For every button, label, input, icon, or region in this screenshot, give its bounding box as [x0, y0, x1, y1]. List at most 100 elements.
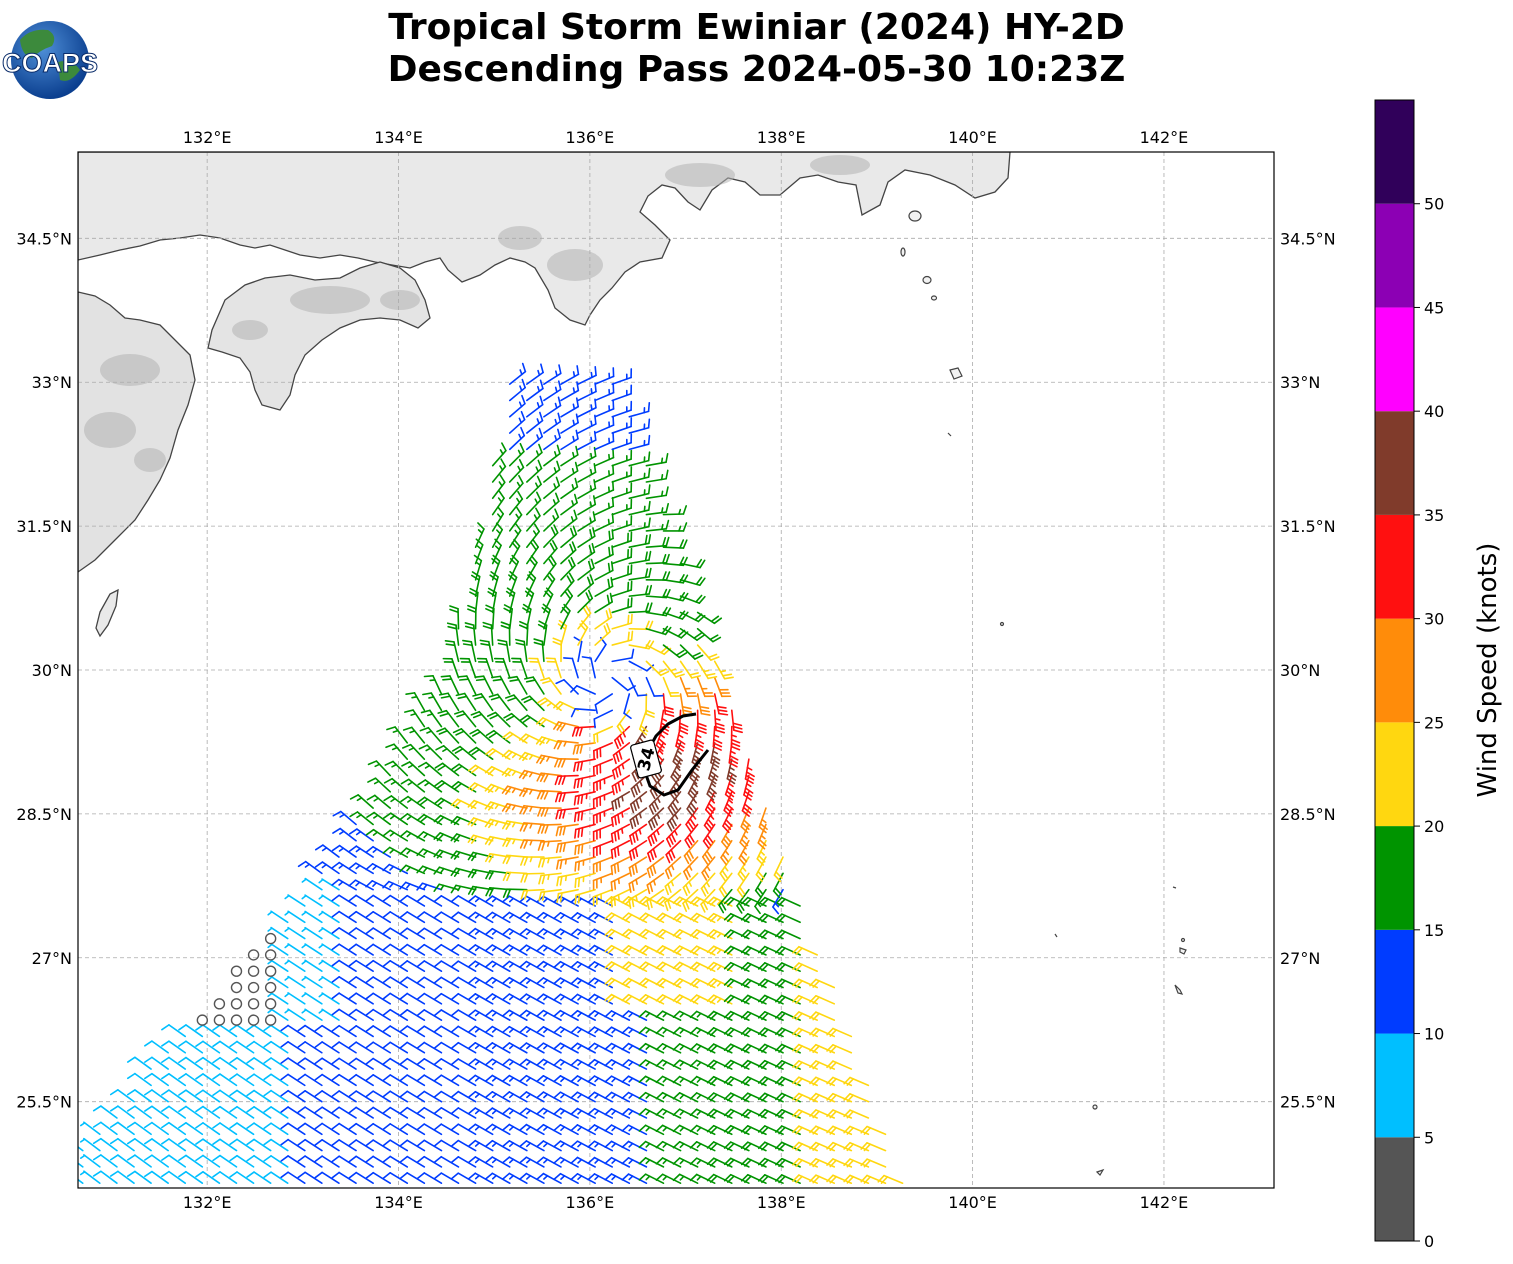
wind-barb: [773, 856, 784, 883]
wind-barb: [382, 1090, 409, 1103]
wind-barb: [416, 976, 443, 989]
wind-barb: [638, 1042, 665, 1054]
wind-barb: [229, 1122, 255, 1136]
wind-barb: [297, 1138, 323, 1152]
wind-barb: [284, 975, 306, 989]
wind-barb: [679, 644, 704, 660]
wind-barb: [611, 613, 633, 630]
wind-barb: [467, 1058, 494, 1070]
wind-barb: [553, 1124, 579, 1136]
wind-barb: [399, 976, 426, 989]
wind-barb: [467, 817, 494, 827]
wind-barb: [587, 1042, 614, 1054]
wind-barb: [401, 743, 426, 761]
wind-barb: [246, 1122, 272, 1136]
wind-barb-calm: [247, 981, 260, 994]
wind-barb: [314, 1122, 340, 1136]
wind-barb: [450, 850, 477, 860]
wind-barb: [212, 1089, 238, 1103]
wind-barb: [399, 1041, 426, 1054]
wind-barb: [587, 1026, 614, 1038]
colorbar-tick-label: 45: [1424, 298, 1444, 317]
wind-barb: [553, 1009, 579, 1021]
wind-barb: [474, 538, 484, 565]
globe-land-icon: [58, 61, 80, 81]
wind-barb: [450, 944, 477, 956]
wind-barb: [526, 555, 538, 581]
wind-barb: [161, 1056, 187, 1070]
wind-barb: [484, 944, 511, 956]
wind-barb: [450, 815, 477, 826]
wind-barb: [144, 1056, 169, 1070]
wind-barb: [195, 1040, 221, 1054]
wind-barb: [519, 960, 545, 973]
wind-barb: [809, 978, 836, 989]
wind-barb: [708, 758, 719, 785]
wind-barb: [399, 1172, 426, 1185]
wind-barb-calm: [264, 1014, 277, 1026]
wind-barb: [502, 1074, 528, 1087]
wind-barb: [318, 910, 340, 924]
wind-barb: [519, 928, 545, 940]
wind-barb: [543, 364, 562, 385]
wind-barb: [560, 429, 579, 451]
wind-barb: [703, 807, 716, 833]
wind-barb: [401, 761, 426, 777]
wind-barb: [502, 1140, 528, 1152]
wind-barb: [611, 466, 633, 483]
wind-barb: [638, 1075, 665, 1087]
wind-barb: [628, 484, 651, 500]
wind-barb: [314, 1171, 340, 1185]
wind-barb: [318, 894, 340, 907]
wind-barb: [487, 587, 497, 614]
wind-barb: [178, 1121, 204, 1136]
wind-barb: [533, 638, 545, 663]
wind-barb: [623, 693, 632, 720]
wind-barb: [479, 639, 494, 663]
wind-barb: [629, 823, 648, 845]
wind-barb: [611, 531, 633, 549]
wind-barb: [560, 381, 580, 402]
wind-barb: [484, 911, 511, 924]
wind-barb: [574, 856, 596, 872]
wind-barb: [416, 1025, 443, 1038]
wind-barb: [144, 1040, 169, 1054]
wind-barb: [553, 928, 579, 940]
wind-barb: [587, 912, 614, 924]
wind-barb: [536, 977, 562, 989]
wind-barb: [417, 779, 443, 793]
wind-barb: [365, 1025, 392, 1038]
wind-barb: [672, 1043, 699, 1054]
wind-barb: [713, 660, 734, 680]
wind-barb: [365, 1074, 392, 1087]
wind-barb: [348, 992, 374, 1005]
wind-barb: [519, 804, 545, 815]
wind-barb: [581, 656, 596, 679]
wind-barb: [399, 911, 426, 924]
wind-barb: [297, 860, 323, 875]
wind-barb: [621, 1108, 648, 1119]
wind-barb: [537, 856, 562, 868]
wind-barb: [318, 959, 340, 973]
wind-barb: [493, 657, 511, 679]
wind-barb: [267, 975, 289, 989]
wind-barb: [450, 992, 477, 1005]
colorbar-tick-label: 20: [1424, 817, 1444, 836]
wind-barb: [484, 960, 511, 973]
colorbar-bin: [1375, 826, 1414, 930]
wind-barb: [433, 976, 460, 989]
wind-barb: [672, 1108, 699, 1119]
wind-barb: [628, 872, 648, 893]
wind-barb: [604, 1059, 631, 1070]
wind-barb: [195, 1122, 221, 1136]
wind-barb: [280, 1106, 306, 1119]
colorbar-tick-label: 40: [1424, 402, 1444, 421]
wind-barb: [628, 418, 651, 434]
wind-barb: [484, 1156, 511, 1168]
wind-barb: [246, 1138, 272, 1152]
wind-barb: [679, 576, 706, 587]
wind-barb: [508, 426, 526, 451]
wind-barb: [553, 1156, 579, 1168]
wind-barb: [433, 1123, 460, 1136]
wind-barb: [263, 1155, 289, 1168]
